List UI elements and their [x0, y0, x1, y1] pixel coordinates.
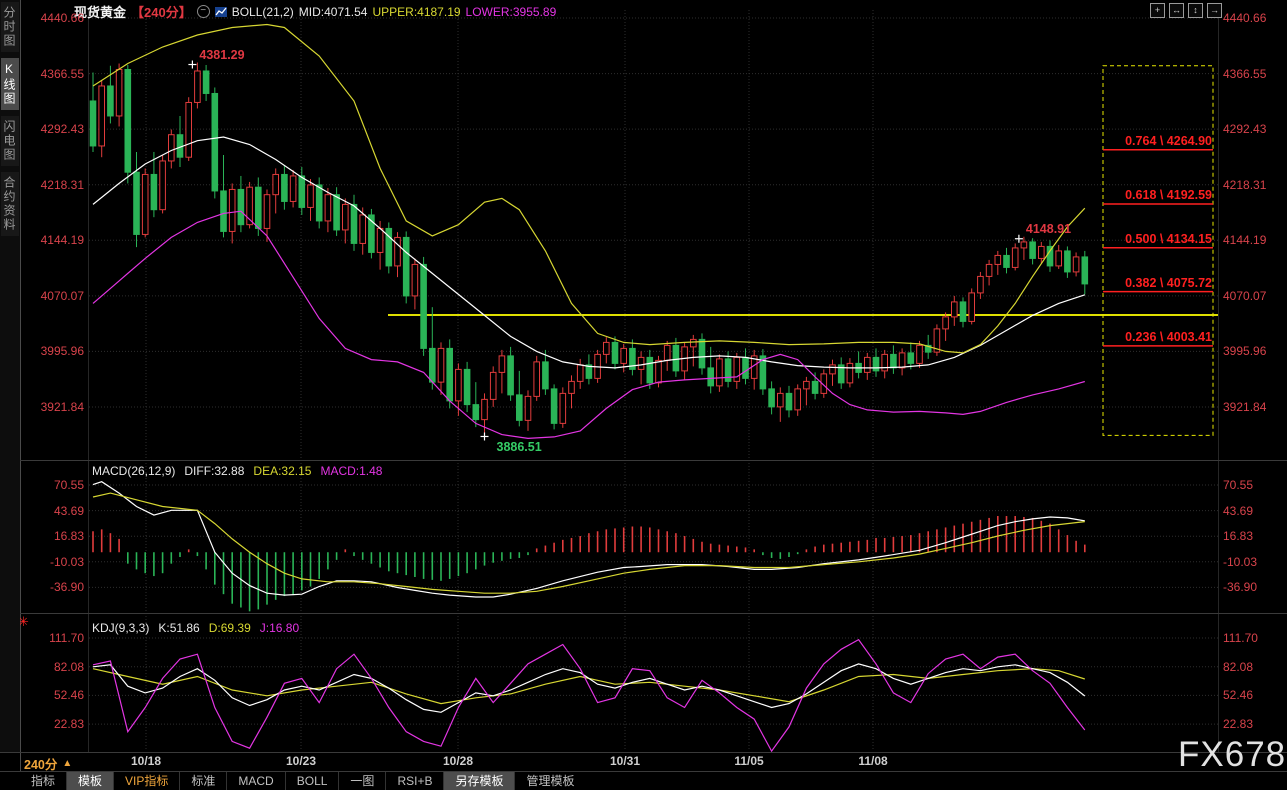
boll-mid-value: MID:4071.54	[298, 4, 368, 19]
sidebar-tab-0[interactable]: 分时图	[1, 2, 19, 52]
boll-upper-value: UPPER:4187.19	[372, 4, 461, 19]
kdj-d-value: D:69.39	[208, 621, 251, 635]
x-axis-date: 10/31	[609, 754, 641, 768]
macd-header: MACD(26,12,9) DIFF:32.88 DEA:32.15 MACD:…	[92, 464, 382, 478]
x-axis-date: 11/08	[858, 754, 888, 768]
y-axis-label: 3995.96	[1223, 344, 1267, 359]
fib-level-label: 0.500 \ 4134.15	[1125, 231, 1212, 246]
scale-y-icon[interactable]: ↕	[1188, 3, 1203, 18]
y-axis-label: 82.08	[53, 659, 84, 674]
y-axis-label: 82.08	[1223, 659, 1254, 674]
period-selector[interactable]: 240分 ▲	[24, 754, 72, 773]
scale-x-icon[interactable]: ↔	[1169, 3, 1184, 18]
y-axis-label: 43.69	[1223, 503, 1254, 518]
kdj-title: KDJ(9,3,3)	[92, 621, 150, 635]
y-axis-label: 22.83	[1223, 717, 1254, 732]
y-axis-label: 3921.84	[40, 399, 84, 414]
toolbar-item-6[interactable]: 一图	[338, 772, 385, 790]
macd-diff-value: DIFF:32.88	[184, 464, 245, 478]
swing-low-label: 3886.51	[496, 440, 542, 455]
y-axis-label: -10.03	[1223, 554, 1258, 569]
toolbar-item-2[interactable]: VIP指标	[113, 772, 179, 790]
x-axis-date: 10/23	[285, 754, 317, 768]
y-axis-label: 3995.96	[40, 344, 84, 359]
y-axis-label: 3921.84	[1223, 399, 1267, 414]
watermark: FX678	[1178, 735, 1287, 774]
y-axis-label: 4218.31	[1223, 177, 1267, 192]
y-axis-label: 22.83	[53, 717, 84, 732]
y-axis-label: 4070.07	[40, 288, 84, 303]
toolbar-item-0[interactable]: 指标	[31, 774, 56, 788]
boll-lower-value: LOWER:3955.89	[465, 4, 557, 19]
mini-chart-icon	[214, 6, 227, 18]
y-axis-label: 4366.55	[40, 66, 84, 81]
y-axis-label: -36.90	[49, 580, 84, 595]
symbol-title: 现货黄金	[74, 5, 127, 20]
recent-high-label: 4148.91	[1025, 221, 1072, 236]
y-axis-label: 52.46	[53, 688, 84, 703]
period-tag: 【240分】	[131, 5, 192, 20]
y-axis-label: 4292.43	[1223, 122, 1267, 137]
y-axis-label: 4218.31	[40, 177, 84, 192]
fib-level-label: 0.382 \ 4075.72	[1125, 275, 1212, 290]
sidebar-tab-2[interactable]: 闪电图	[1, 116, 19, 166]
macd-dea-value: DEA:32.15	[253, 464, 312, 478]
toolbar-item-3[interactable]: 标准	[179, 772, 226, 790]
y-axis-label: 4440.66	[1223, 11, 1267, 25]
x-axis-date: 10/18	[130, 754, 162, 768]
y-axis-label: 4440.66	[40, 11, 84, 25]
toolbar-item-5[interactable]: BOLL	[284, 772, 339, 790]
alert-icon[interactable]: ✳	[18, 614, 29, 629]
swing-high-label: 4381.29	[199, 47, 245, 62]
sidebar-tab-3[interactable]: 合约资料	[1, 172, 19, 236]
y-axis-label: 4366.55	[1223, 66, 1267, 81]
left-tab-bar: 分时图 K线图闪电图合约资料	[0, 0, 20, 752]
kdj-header: KDJ(9,3,3) K:51.86 D:69.39 J:16.80	[92, 621, 299, 635]
macd-title: MACD(26,12,9)	[92, 464, 176, 478]
bottom-toolbar: 指标 模板 VIP指标 标准 MACD BOLL 一图 RSI+B 另存模板 管理模板	[20, 772, 585, 790]
macd-value: MACD:1.48	[320, 464, 383, 478]
sidebar-tab-1[interactable]: K线图	[1, 58, 19, 110]
y-axis-label: 52.46	[1223, 688, 1254, 703]
chart-tool-icons: + ↔ ↕ →	[1150, 3, 1222, 18]
y-axis-label: 4144.19	[1223, 233, 1267, 248]
collapse-right-icon[interactable]: →	[1207, 3, 1222, 18]
fib-level-label: 0.236 \ 4003.41	[1125, 329, 1212, 344]
toolbar-item-9[interactable]: 管理模板	[514, 772, 585, 790]
y-axis-label: -36.90	[1223, 580, 1258, 595]
fib-level-label: 0.618 \ 4192.59	[1125, 187, 1212, 202]
x-axis-date: 11/05	[734, 754, 764, 768]
y-axis-label: 16.83	[1223, 529, 1254, 544]
triangle-up-icon: ▲	[62, 758, 73, 769]
y-axis-label: 4292.43	[40, 122, 84, 137]
period-label: 240分	[24, 758, 58, 772]
toolbar-item-7[interactable]: RSI+B	[385, 772, 443, 790]
boll-label: BOLL(21,2)	[231, 4, 294, 19]
kdj-k-value: K:51.86	[158, 621, 200, 635]
y-axis-label: -10.03	[49, 554, 84, 569]
toolbar-item-1[interactable]: 模板	[66, 772, 114, 790]
collapse-indicator-icon[interactable]: −	[196, 5, 210, 18]
y-axis-label: 111.70	[49, 631, 84, 645]
x-axis-date: 10/28	[442, 754, 474, 768]
chart-header: 现货黄金 【240分】 − BOLL(21,2) MID:4071.54 UPP…	[74, 2, 556, 21]
fib-level-label: 0.764 \ 4264.90	[1125, 133, 1212, 148]
kdj-j-value: J:16.80	[259, 621, 300, 635]
pan-icon[interactable]: +	[1150, 3, 1165, 18]
toolbar-item-4[interactable]: MACD	[226, 772, 284, 790]
toolbar-item-8[interactable]: 另存模板	[443, 772, 515, 790]
y-axis-label: 70.55	[53, 478, 84, 492]
y-axis-label: 16.83	[53, 529, 84, 544]
y-axis-label: 4144.19	[40, 233, 84, 248]
y-axis-label: 111.70	[1223, 631, 1258, 645]
y-axis-label: 43.69	[53, 503, 84, 518]
y-axis-label: 4070.07	[1223, 288, 1267, 303]
y-axis-label: 70.55	[1223, 478, 1254, 492]
